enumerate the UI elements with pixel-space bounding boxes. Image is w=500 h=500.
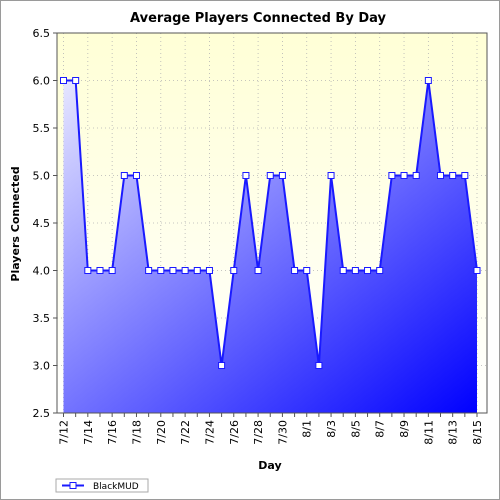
y-tick-label: 6.5 — [33, 27, 51, 40]
data-point-marker — [230, 267, 238, 274]
y-tick-label: 4.0 — [33, 265, 51, 278]
data-point-marker — [351, 267, 359, 274]
x-tick-label: 8/3 — [325, 420, 338, 438]
legend-marker-swatch — [69, 482, 77, 489]
x-tick-label: 7/26 — [228, 420, 241, 445]
data-point-marker — [145, 267, 153, 274]
data-point-marker — [291, 267, 299, 274]
data-point-marker — [120, 172, 128, 179]
data-point-marker — [376, 267, 384, 274]
x-tick-label: 7/30 — [276, 420, 289, 445]
x-tick-label: 8/5 — [349, 420, 362, 438]
y-tick-label: 5.0 — [33, 170, 51, 183]
x-tick-label: 7/16 — [106, 420, 119, 445]
data-point-marker — [242, 172, 250, 179]
data-point-marker — [157, 267, 165, 274]
y-axis-title: Players Connected — [9, 166, 22, 281]
data-point-marker — [278, 172, 286, 179]
data-point-marker — [437, 172, 445, 179]
x-tick-label: 7/20 — [155, 420, 168, 445]
y-tick-label: 4.5 — [33, 217, 51, 230]
series-markers — [60, 77, 481, 369]
x-tick-label: 7/22 — [179, 420, 192, 445]
y-axis-ticks: 2.5 3.0 3.5 4.0 4.5 5.0 5.5 6.0 6.5 — [33, 27, 57, 420]
legend-label: BlackMUD — [93, 482, 139, 492]
x-tick-label: 8/13 — [447, 420, 460, 445]
y-tick-label: 5.5 — [33, 122, 51, 135]
legend-box — [55, 478, 149, 493]
data-point-marker — [193, 267, 201, 274]
x-tick-label: 8/15 — [471, 420, 484, 445]
data-point-marker — [84, 267, 92, 274]
data-point-marker — [315, 362, 323, 369]
x-axis-title: Day — [258, 459, 281, 472]
data-point-marker — [72, 77, 80, 84]
data-point-marker — [449, 172, 457, 179]
data-point-marker — [96, 267, 104, 274]
data-point-marker — [412, 172, 420, 179]
series-area — [63, 80, 477, 413]
data-point-marker — [132, 172, 140, 179]
data-point-marker — [339, 267, 347, 274]
legend: BlackMUD — [55, 478, 149, 493]
x-tick-label: 8/11 — [422, 420, 435, 445]
y-tick-label: 3.0 — [33, 360, 51, 373]
data-point-marker — [254, 267, 262, 274]
y-tick-label: 3.5 — [33, 312, 51, 325]
x-tick-label: 7/12 — [58, 420, 71, 445]
x-tick-label: 8/1 — [301, 420, 314, 438]
x-tick-label: 7/18 — [130, 420, 143, 445]
x-tick-label: 7/28 — [252, 420, 265, 445]
x-axis-ticks: 7/12 7/14 7/16 7/18 7/20 7/22 7/24 7/26 7/28 7/30… — [58, 413, 484, 445]
data-point-marker — [205, 267, 213, 274]
data-point-marker — [327, 172, 335, 179]
data-point-marker — [266, 172, 274, 179]
data-point-marker — [400, 172, 408, 179]
x-tick-label: 8/9 — [398, 420, 411, 438]
data-point-marker — [181, 267, 189, 274]
data-point-marker — [303, 267, 311, 274]
y-tick-label: 6.0 — [33, 75, 51, 88]
data-point-marker — [364, 267, 372, 274]
y-tick-label: 2.5 — [33, 407, 51, 420]
x-tick-label: 7/14 — [82, 420, 95, 445]
data-point-marker — [218, 362, 226, 369]
data-point-marker — [461, 172, 469, 179]
data-point-marker — [388, 172, 396, 179]
x-tick-label: 7/24 — [203, 420, 216, 445]
data-point-marker — [108, 267, 116, 274]
data-point-marker — [169, 267, 177, 274]
data-point-marker — [60, 77, 67, 84]
x-tick-label: 8/7 — [374, 420, 387, 438]
data-point-marker — [473, 267, 481, 274]
data-point-marker — [424, 77, 432, 84]
chart-title: Average Players Connected By Day — [130, 11, 386, 26]
